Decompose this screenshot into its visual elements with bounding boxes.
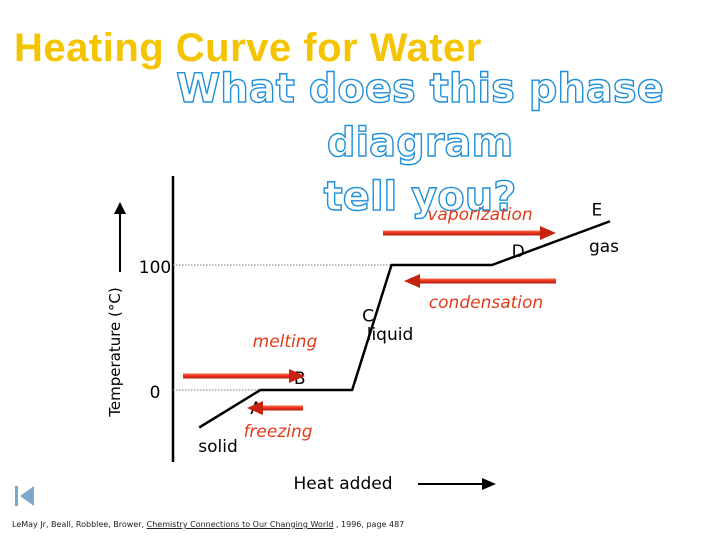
y-axis-label: Temperature (°C): [106, 287, 124, 417]
slide-title: Heating Curve for Water: [14, 26, 482, 70]
y-axis-arrowhead: [114, 202, 126, 214]
point-label-B: B: [294, 369, 306, 389]
phase-label-liquid: liquid: [367, 325, 414, 345]
freezing-arrow-shaft: [263, 405, 303, 411]
y-tick-label-0: 0: [150, 383, 161, 403]
freezing-arrow-head: [247, 401, 263, 415]
previous-slide-button[interactable]: [12, 484, 38, 508]
point-label-D: D: [512, 242, 525, 262]
phase-label-gas: gas: [589, 237, 619, 257]
point-label-C: C: [362, 307, 374, 327]
citation-authors: LeMay Jr, Beall, Robblee, Brower,: [12, 520, 147, 529]
vaporization-arrow-head: [540, 226, 556, 240]
vaporization-arrow-shaft: [383, 230, 540, 236]
process-label-condensation: condensation: [429, 293, 543, 313]
condensation-arrow-head: [404, 274, 420, 288]
x-axis-arrowhead: [482, 478, 496, 490]
skip-back-icon: [15, 486, 34, 506]
process-label-melting: melting: [253, 332, 318, 352]
subtitle-line-1: What does this phase diagram: [175, 65, 664, 166]
citation-book-title: Chemistry Connections to Our Changing Wo…: [146, 520, 334, 529]
y-tick-label-100: 100: [139, 258, 171, 278]
melting-arrow-shaft: [183, 373, 289, 379]
phase-label-solid: solid: [198, 437, 238, 457]
slide-subtitle: What does this phase diagram tell you?: [150, 62, 690, 224]
process-label-vaporization: vaporization: [427, 205, 532, 225]
subtitle-line-2: tell you?: [323, 173, 517, 220]
melting-arrow-head: [289, 369, 305, 383]
heating-curve-line: [198, 220, 611, 429]
citation-details: , 1996, page 487: [333, 520, 405, 529]
process-label-freezing: freezing: [243, 422, 312, 442]
point-label-E: E: [592, 200, 603, 220]
citation: LeMay Jr, Beall, Robblee, Brower, Chemis…: [12, 520, 404, 529]
condensation-arrow-shaft: [420, 278, 556, 284]
x-axis-label: Heat added: [294, 474, 393, 494]
